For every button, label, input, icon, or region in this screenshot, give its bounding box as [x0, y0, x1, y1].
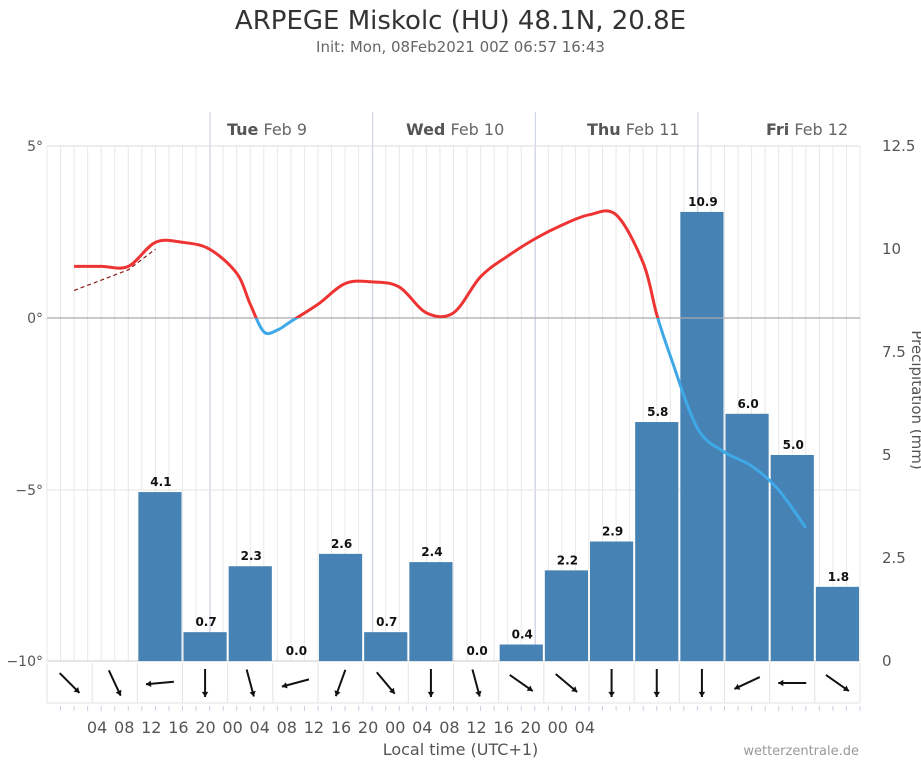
- x-tick-label: 16: [331, 718, 351, 737]
- x-tick-label: 08: [114, 718, 134, 737]
- wind-arrow-icon: [733, 676, 761, 690]
- precip-bar: [770, 455, 814, 661]
- precip-bar: [815, 586, 859, 661]
- precip-bar: [409, 562, 453, 661]
- precip-axis-title: Precipitation (mm): [908, 330, 921, 469]
- wind-arrow-icon: [281, 678, 310, 689]
- precip-bar-label: 2.2: [557, 553, 578, 567]
- precip-bar-label: 2.6: [331, 537, 352, 551]
- wind-arrow-icon: [509, 674, 534, 692]
- precip-bar: [544, 570, 588, 661]
- temp-axis-tick: 0°: [27, 311, 43, 327]
- precip-axis-tick: 7.5: [882, 343, 906, 361]
- x-tick-label: 20: [358, 718, 378, 737]
- precip-bar: [499, 644, 543, 661]
- dewpoint-line: [73, 248, 156, 292]
- precip-bar: [590, 541, 634, 661]
- precip-bar-label: 0.7: [195, 615, 216, 629]
- precip-bar: [725, 413, 769, 661]
- x-axis-title: Local time (UTC+1): [382, 740, 539, 759]
- x-tick-label: 12: [466, 718, 486, 737]
- x-tick-label: 12: [141, 718, 161, 737]
- x-tick-label: 12: [304, 718, 324, 737]
- x-tick-label: 04: [575, 718, 595, 737]
- x-tick-label: 00: [548, 718, 568, 737]
- x-tick-label: 16: [493, 718, 513, 737]
- wind-arrow-icon: [145, 680, 174, 687]
- precip-bar-label: 2.9: [602, 525, 623, 539]
- wind-arrow-icon: [698, 669, 706, 697]
- precip-axis-tick: 10: [882, 240, 901, 258]
- precip-axis-tick: 12.5: [882, 137, 915, 155]
- x-tick-label: 16: [168, 718, 188, 737]
- day-label-thu: Thu Feb 11: [587, 120, 680, 139]
- wind-arrow-icon: [608, 669, 615, 697]
- temperature-line-above-zero: [74, 209, 660, 318]
- precip-bar-label: 4.1: [150, 475, 171, 489]
- day-label-fri: Fri Feb 12: [766, 120, 849, 139]
- x-tick-label: 20: [521, 718, 541, 737]
- wind-arrow-icon: [375, 671, 396, 695]
- precip-bar-label: 1.8: [828, 570, 849, 584]
- day-label-wed: Wed Feb 10: [406, 120, 505, 139]
- precip-bar-label: 5.8: [647, 405, 668, 419]
- credit-text: wetterzentrale.de: [743, 744, 859, 759]
- precip-bar-label: 0.4: [512, 628, 533, 642]
- precip-bar-label: 10.9: [688, 195, 718, 209]
- temp-axis-tick: 5°: [27, 139, 43, 155]
- precip-bar-label: 6.0: [737, 397, 758, 411]
- temp-axis-tick: −10°: [6, 654, 43, 670]
- wind-arrow-icon: [653, 669, 660, 697]
- wind-arrow-icon: [825, 674, 850, 692]
- temperature-line-below-zero: [254, 318, 808, 529]
- x-tick-label: 00: [222, 718, 242, 737]
- x-tick-label: 04: [87, 718, 107, 737]
- wind-arrow-icon: [427, 669, 435, 697]
- precip-bar: [183, 632, 227, 661]
- precip-axis-tick: 0: [882, 652, 892, 670]
- wind-arrow-icon: [245, 669, 256, 697]
- chart-subtitle: Init: Mon, 08Feb2021 00Z 06:57 16:43: [316, 38, 605, 56]
- wind-arrow-icon: [334, 669, 347, 697]
- precip-bar: [228, 566, 272, 661]
- precip-bar: [138, 492, 182, 661]
- precip-bar-label: 0.0: [466, 644, 487, 658]
- precip-axis-tick: 2.5: [882, 549, 906, 567]
- precip-bar: [635, 422, 679, 661]
- precip-bar-label: 0.0: [286, 644, 307, 658]
- chart-title: ARPEGE Miskolc (HU) 48.1N, 20.8E: [234, 6, 687, 36]
- day-label-tue: Tue Feb 9: [227, 120, 308, 139]
- precip-axis-tick: 5: [882, 446, 892, 464]
- x-tick-label: 20: [195, 718, 215, 737]
- precip-bar: [319, 553, 363, 661]
- precip-bar-label: 0.7: [376, 615, 397, 629]
- x-tick-label: 08: [439, 718, 459, 737]
- precip-bar: [364, 632, 408, 661]
- wind-arrow-icon: [555, 673, 578, 693]
- x-tick-label: 00: [385, 718, 405, 737]
- precip-bar-label: 2.4: [421, 545, 442, 559]
- wind-arrow-icon: [58, 672, 81, 694]
- x-tick-label: 04: [250, 718, 270, 737]
- x-tick-label: 04: [412, 718, 432, 737]
- wind-arrow-icon: [107, 669, 122, 697]
- wind-arrow-icon: [471, 669, 482, 697]
- precip-bar-label: 2.3: [241, 549, 262, 563]
- x-tick-label: 08: [277, 718, 297, 737]
- wind-arrow-icon: [201, 669, 209, 697]
- precip-bar-label: 5.0: [783, 438, 804, 452]
- temp-axis-tick: −5°: [15, 483, 43, 499]
- wind-arrow-icon: [778, 679, 807, 687]
